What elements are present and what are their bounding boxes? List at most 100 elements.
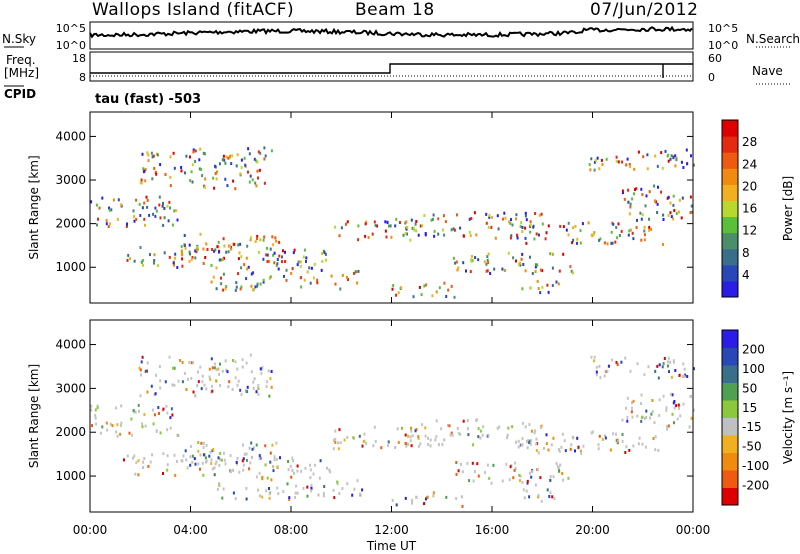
echo-cell: [626, 396, 629, 400]
echo-cell: [649, 416, 651, 420]
echo-cell: [191, 180, 194, 184]
echo-cell: [291, 468, 294, 472]
echo-cell: [485, 221, 488, 225]
echo-cell: [528, 471, 531, 475]
echo-cell: [332, 447, 335, 451]
echo-cell: [650, 227, 652, 231]
echo-cell: [252, 380, 255, 384]
echo-cell: [535, 437, 538, 441]
velocity-colorbar-tick: -200: [742, 479, 769, 493]
echo-cell: [423, 214, 426, 217]
echo-cell: [489, 272, 492, 275]
echo-cell: [135, 217, 138, 221]
velocity-panel-bg: [90, 320, 693, 512]
echo-cell: [258, 454, 261, 458]
echo-cell: [154, 392, 157, 396]
echo-cell: [213, 362, 216, 366]
echo-cell: [253, 446, 255, 450]
echo-cell: [558, 469, 561, 473]
echo-cell: [338, 428, 341, 432]
echo-cell: [677, 403, 680, 407]
echo-cell: [656, 202, 659, 206]
echo-cell: [218, 372, 220, 376]
echo-cell: [312, 276, 315, 280]
echo-cell: [202, 247, 205, 251]
echo-cell: [95, 422, 98, 426]
echo-cell: [235, 281, 238, 285]
echo-cell: [511, 223, 514, 227]
echo-cell: [522, 488, 525, 492]
echo-cell: [424, 434, 427, 438]
echo-cell: [411, 498, 414, 502]
echo-cell: [511, 425, 514, 429]
echo-cell: [265, 489, 268, 493]
echo-cell: [466, 461, 469, 465]
echo-cell: [443, 214, 445, 218]
echo-cell: [256, 284, 259, 288]
echo-cell: [203, 383, 206, 387]
echo-cell: [611, 241, 614, 245]
echo-cell: [692, 408, 695, 412]
echo-cell: [479, 436, 482, 440]
echo-cell: [441, 442, 444, 446]
echo-cell: [599, 376, 602, 380]
echo-cell: [505, 462, 508, 466]
echo-cell: [161, 204, 164, 208]
echo-cell: [137, 403, 140, 407]
echo-cell: [572, 226, 574, 230]
noise-tick-left-bottom: 10^0: [56, 39, 86, 52]
echo-cell: [457, 266, 460, 270]
echo-cell: [487, 433, 490, 437]
echo-cell: [354, 270, 357, 274]
echo-cell: [621, 418, 624, 422]
echo-cell: [218, 258, 221, 262]
velocity-colorbar-swatch: [722, 400, 738, 418]
echo-cell: [639, 211, 642, 215]
echo-cell: [547, 448, 550, 452]
echo-cell: [667, 153, 669, 157]
echo-cell: [571, 435, 574, 439]
echo-cell: [541, 222, 544, 226]
echo-cell: [117, 198, 120, 202]
echo-cell: [140, 373, 142, 377]
echo-cell: [606, 369, 609, 373]
echo-cell: [259, 282, 262, 286]
echo-cell: [249, 353, 252, 357]
echo-cell: [275, 457, 278, 461]
echo-cell: [257, 150, 260, 154]
echo-cell: [419, 442, 422, 446]
echo-cell: [690, 154, 692, 158]
echo-cell: [476, 462, 479, 466]
echo-cell: [174, 209, 177, 213]
echo-cell: [105, 421, 108, 425]
echo-cell: [127, 253, 130, 257]
echo-cell: [452, 256, 455, 260]
power-colorbar-swatch: [722, 216, 738, 234]
echo-cell: [604, 434, 606, 438]
echo-cell: [429, 438, 432, 442]
echo-cell: [434, 438, 437, 442]
echo-cell: [162, 407, 165, 411]
echo-cell: [468, 479, 471, 483]
echo-cell: [243, 263, 246, 267]
velocity-colorbar-swatch: [722, 470, 738, 488]
echo-cell: [415, 229, 418, 233]
velocity-colorbar-tick: 200: [742, 342, 765, 356]
echo-cell: [254, 181, 257, 185]
echo-cell: [182, 454, 185, 458]
echo-cell: [395, 293, 398, 297]
echo-cell: [218, 250, 220, 254]
echo-cell: [590, 431, 593, 435]
echo-cell: [405, 220, 408, 224]
echo-cell: [138, 409, 140, 413]
echo-cell: [519, 474, 522, 478]
nsearch-label: N.Search: [746, 32, 800, 46]
echo-cell: [224, 161, 227, 165]
echo-cell: [632, 399, 635, 403]
echo-cell: [529, 220, 532, 224]
echo-cell: [431, 217, 434, 221]
echo-cell: [266, 476, 269, 480]
echo-cell: [270, 149, 273, 153]
echo-cell: [108, 206, 111, 210]
echo-cell: [184, 246, 187, 250]
